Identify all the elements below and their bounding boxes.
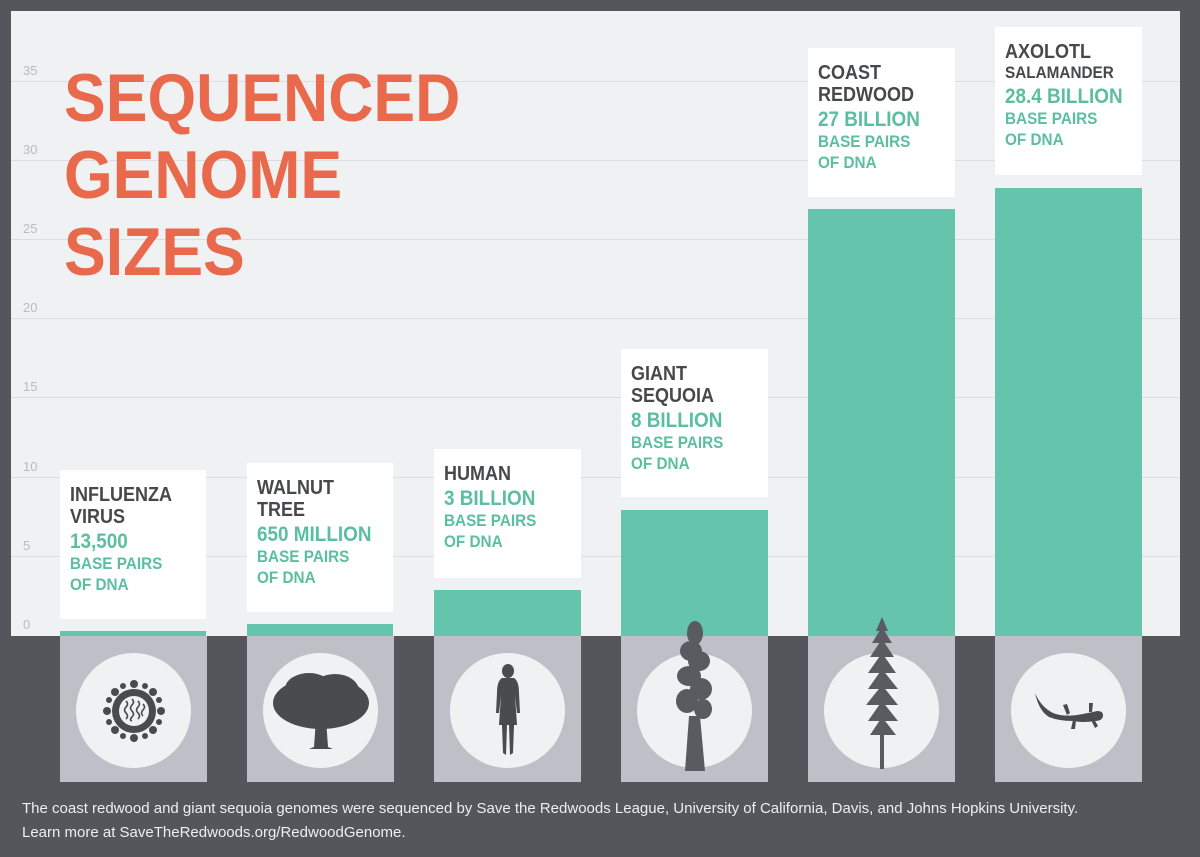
bar-axolotl-salamander <box>995 188 1142 636</box>
item-name: SEQUOIA <box>631 385 715 407</box>
gridline-35 <box>11 81 1180 82</box>
item-value: 8 BILLION <box>631 409 723 432</box>
chart-title: SEQUENCED GENOME SIZES <box>64 60 460 291</box>
item-value: 27 BILLION <box>818 108 920 131</box>
icon-tile-coast-redwood <box>808 617 955 782</box>
label-axolotl-salamander: AXOLOTL SALAMANDER 28.4 BILLION BASE PAI… <box>995 27 1142 175</box>
icon-circle <box>76 653 191 768</box>
item-name: VIRUS <box>70 506 126 528</box>
label-human: HUMAN 3 BILLION BASE PAIRS OF DNA <box>434 449 581 578</box>
label-coast-redwood: COAST REDWOOD 27 BILLION BASE PAIRS OF D… <box>808 48 955 197</box>
item-unit: BASE PAIRS <box>631 433 724 452</box>
item-value: 13,500 <box>70 530 128 553</box>
gridline-25 <box>11 239 1180 240</box>
item-name: AXOLOTL <box>1005 41 1091 63</box>
y-tick-30: 30 <box>23 142 38 157</box>
icon-tile-walnut-tree <box>247 636 394 782</box>
walnut-tree-icon <box>272 672 369 749</box>
y-tick-5: 5 <box>23 538 31 553</box>
bar-human <box>434 590 581 636</box>
icon-tile-axolotl-salamander <box>995 636 1142 782</box>
item-unit: BASE PAIRS <box>818 132 911 151</box>
footer-note: The coast redwood and giant sequoia geno… <box>22 797 1078 845</box>
icon-tile-human <box>434 636 581 782</box>
giant-sequoia-icon <box>676 621 712 771</box>
item-name: TREE <box>257 499 306 521</box>
item-unit: OF DNA <box>818 153 877 172</box>
y-tick-35: 35 <box>23 63 38 78</box>
y-tick-25: 25 <box>23 221 38 236</box>
item-unit: OF DNA <box>70 575 129 594</box>
item-unit: BASE PAIRS <box>70 554 163 573</box>
title-line: GENOME <box>64 137 343 213</box>
gridline-20 <box>11 318 1180 319</box>
item-name: INFLUENZA <box>70 484 172 506</box>
label-walnut-tree: WALNUT TREE 650 MILLION BASE PAIRS OF DN… <box>247 463 393 612</box>
item-value: 650 MILLION <box>257 523 372 546</box>
item-unit: OF DNA <box>257 568 316 587</box>
item-name: COAST <box>818 62 881 84</box>
label-giant-sequoia: GIANT SEQUOIA 8 BILLION BASE PAIRS OF DN… <box>621 349 768 497</box>
item-value: 3 BILLION <box>444 487 536 510</box>
item-name: GIANT <box>631 363 687 385</box>
item-name: WALNUT <box>257 477 334 499</box>
coast-redwood-icon <box>866 617 898 769</box>
y-tick-10: 10 <box>23 459 38 474</box>
item-unit: BASE PAIRS <box>444 511 537 530</box>
y-tick-20: 20 <box>23 300 38 315</box>
gridline-10 <box>11 477 1180 478</box>
title-line: SIZES <box>64 214 245 290</box>
gridline-15 <box>11 397 1180 398</box>
bar-coast-redwood <box>808 209 955 636</box>
salamander-icon <box>1034 692 1103 729</box>
icon-circle <box>637 621 752 771</box>
y-tick-0: 0 <box>23 617 31 632</box>
item-unit: OF DNA <box>444 532 503 551</box>
icon-circle <box>824 617 939 769</box>
footer-line: The coast redwood and giant sequoia geno… <box>22 800 1079 817</box>
item-name: SALAMANDER <box>1005 63 1114 82</box>
gridline-30 <box>11 160 1180 161</box>
human-icon <box>495 663 520 755</box>
item-name: HUMAN <box>444 463 511 485</box>
gridline-5 <box>11 556 1180 557</box>
footer-link-text: Learn more at SaveTheRedwoods.org/Redwoo… <box>22 824 406 841</box>
virus-icon <box>102 679 165 742</box>
y-tick-15: 15 <box>23 379 38 394</box>
item-value: 28.4 BILLION <box>1005 85 1123 108</box>
item-unit: OF DNA <box>631 454 690 473</box>
label-influenza-virus: INFLUENZA VIRUS 13,500 BASE PAIRS OF DNA <box>60 470 206 619</box>
item-unit: OF DNA <box>1005 130 1064 149</box>
item-unit: BASE PAIRS <box>257 547 350 566</box>
bar-influenza-virus <box>60 631 206 636</box>
item-name: REDWOOD <box>818 84 915 106</box>
icon-circle <box>263 653 378 768</box>
icon-circle <box>1011 653 1126 768</box>
icon-tile-influenza-virus <box>60 636 207 782</box>
bar-walnut-tree <box>247 624 393 636</box>
item-unit: BASE PAIRS <box>1005 109 1098 128</box>
icon-tile-giant-sequoia <box>621 621 768 782</box>
bar-giant-sequoia <box>621 510 768 636</box>
icon-circle <box>450 653 565 768</box>
title-line: SEQUENCED <box>64 60 461 136</box>
